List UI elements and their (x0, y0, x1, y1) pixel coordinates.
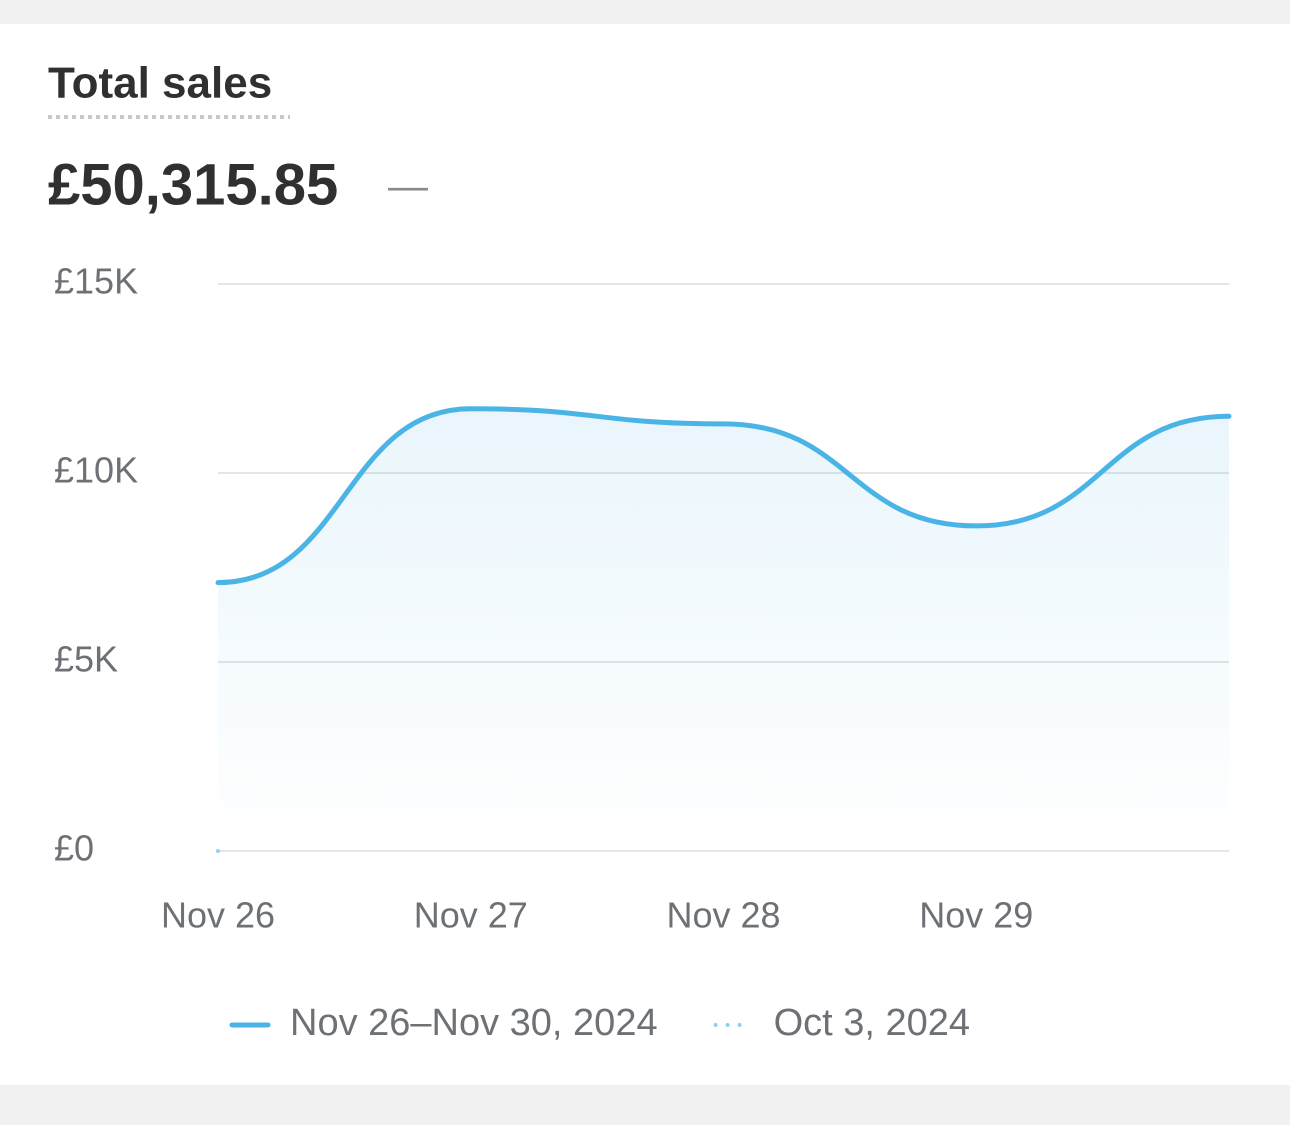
card-title[interactable]: Total sales (48, 59, 272, 108)
y-tick-label: £5K (54, 639, 118, 680)
x-tick-label: Nov 29 (919, 895, 1033, 936)
line-series (215, 406, 1232, 586)
legend-label: Nov 26–Nov 30, 2024 (290, 1002, 658, 1044)
y-tick-label: £0 (54, 828, 94, 869)
area-fill (218, 408, 1229, 851)
legend-label: Oct 3, 2024 (774, 1002, 970, 1044)
x-tick-label: Nov 28 (666, 895, 780, 936)
change-indicator: — (388, 165, 428, 209)
total-value: £50,315.85 (48, 152, 338, 217)
x-tick-label: Nov 26 (161, 895, 275, 936)
y-tick-label: £15K (54, 261, 138, 302)
y-tick-label: £10K (54, 450, 138, 491)
x-tick-label: Nov 27 (414, 895, 528, 936)
